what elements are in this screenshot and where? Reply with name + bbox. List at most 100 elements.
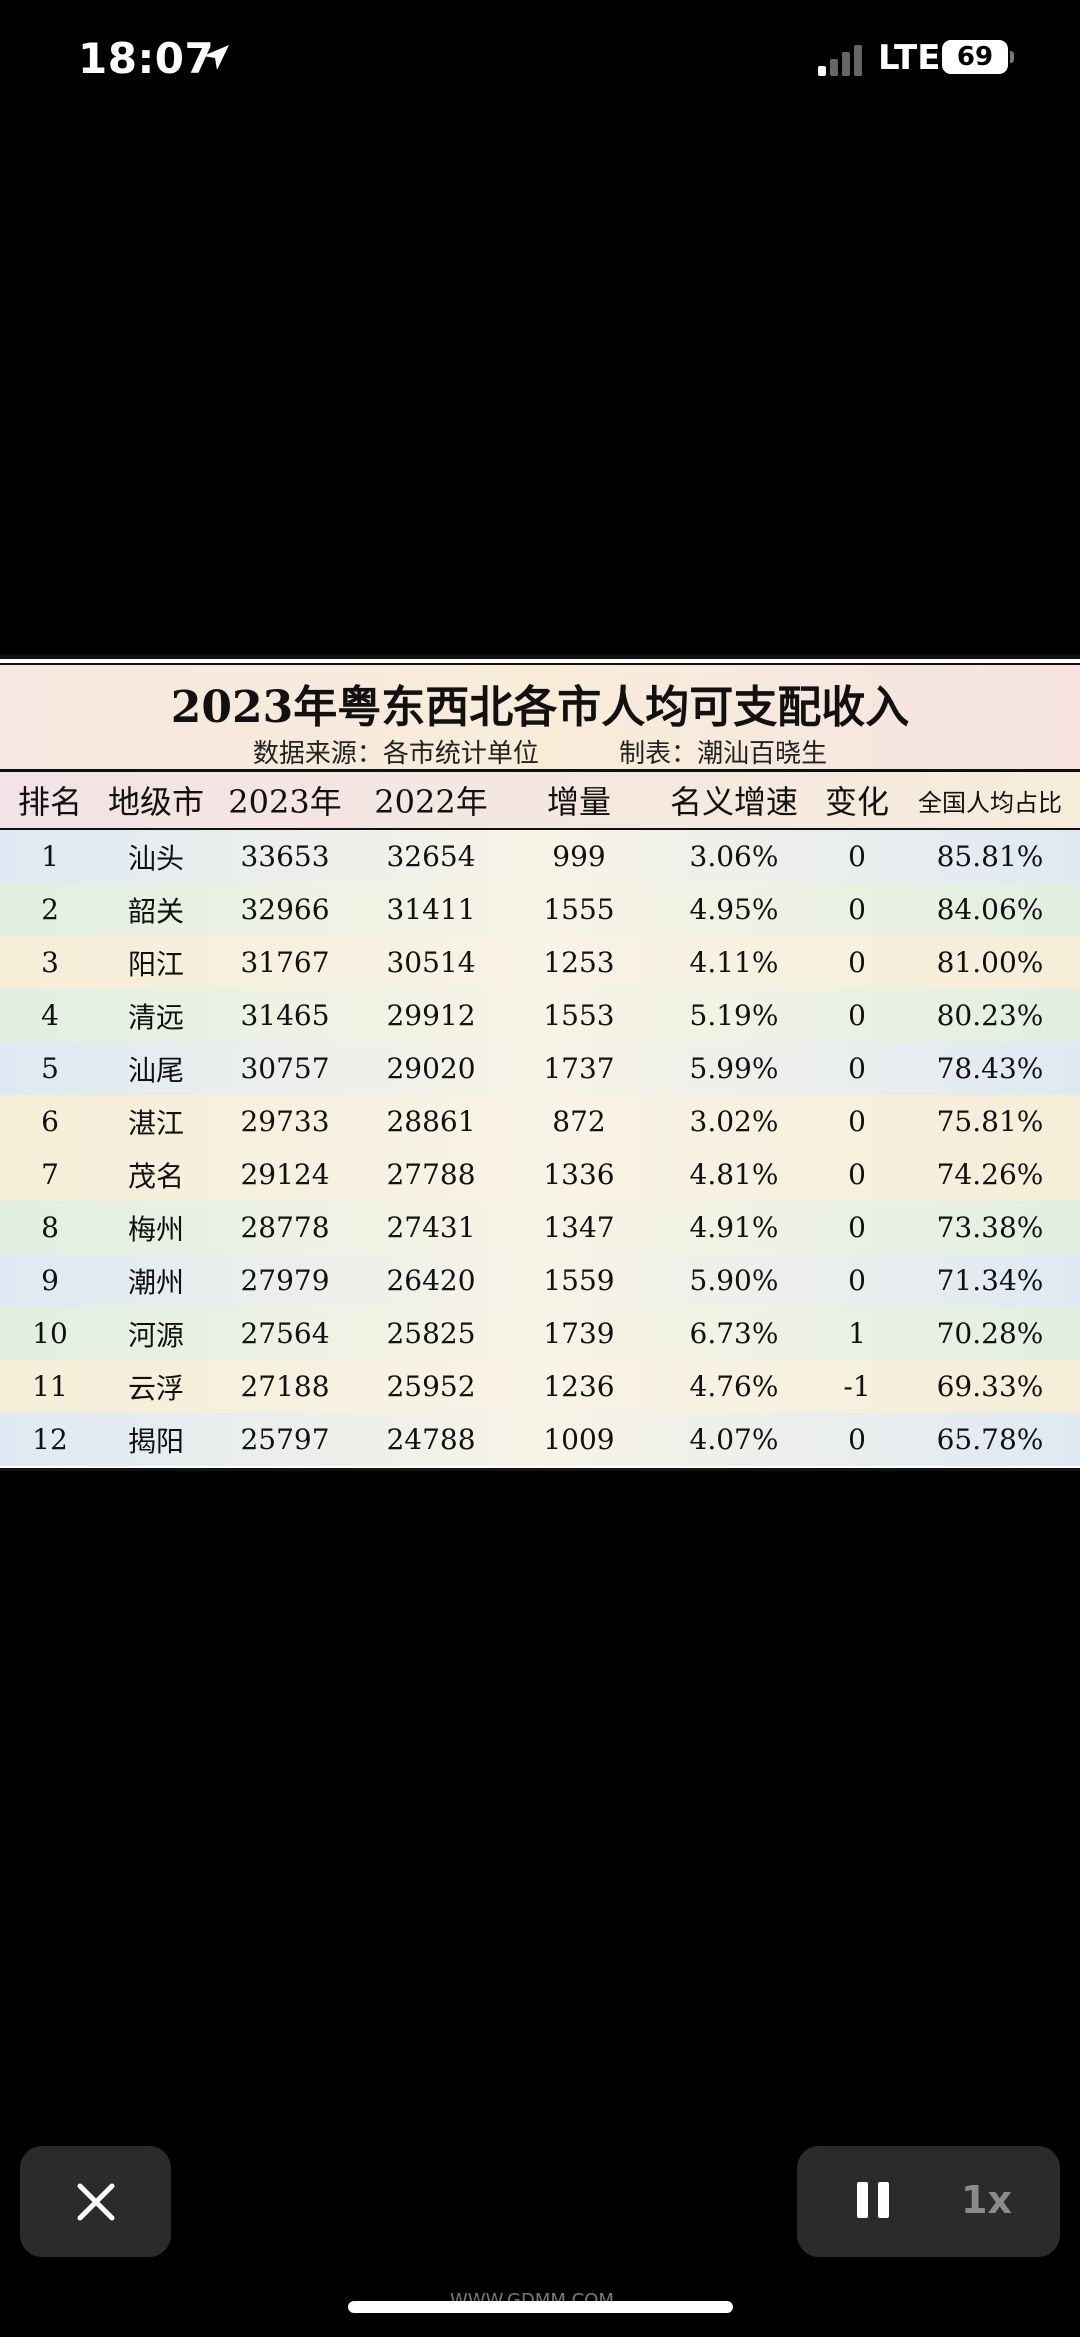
cell-increase: 1009	[543, 1423, 615, 1456]
cell-change: 0	[848, 1105, 866, 1138]
cell-change: 0	[848, 1158, 866, 1191]
table-row: 10 河源 27564 25825 1739 6.73% 1 70.28%	[0, 1307, 1080, 1360]
cell-rank: 8	[41, 1211, 59, 1244]
cell-2023: 27979	[240, 1264, 330, 1297]
header-rank: 排名	[17, 783, 82, 821]
cell-rank: 4	[41, 999, 59, 1032]
cell-increase: 1253	[543, 946, 615, 979]
table-row: 3 阳江 31767 30514 1253 4.11% 0 81.00%	[0, 936, 1080, 989]
table-header-row: 排名 地级市 2023年 2022年 增量 名义增速 变化 全国人均占比	[0, 772, 1080, 830]
table-row: 4 清远 31465 29912 1553 5.19% 0 80.23%	[0, 989, 1080, 1042]
cell-growth: 4.95%	[689, 893, 779, 926]
cell-increase: 1236	[543, 1370, 615, 1403]
cell-rank: 3	[41, 946, 59, 979]
header-city: 地级市	[107, 783, 204, 821]
cell-2023: 28778	[240, 1211, 330, 1244]
cell-national-ratio: 84.06%	[936, 893, 1044, 926]
table-title-area: 2023年粤东西北各市人均可支配收入 数据来源：各市统计单位 制表：潮汕百晓生	[0, 665, 1080, 769]
cell-change: 0	[848, 1211, 866, 1244]
income-table: 排名 地级市 2023年 2022年 增量 名义增速 变化 全国人均占比 1 汕头…	[0, 772, 1080, 1466]
cell-change: 0	[848, 946, 866, 979]
cell-city: 汕头	[127, 841, 184, 875]
data-source: 数据来源：各市统计单位	[252, 739, 539, 769]
cell-national-ratio: 85.81%	[936, 840, 1044, 873]
cell-national-ratio: 73.38%	[936, 1211, 1044, 1244]
cell-city: 云浮	[127, 1371, 184, 1405]
cell-rank: 12	[32, 1423, 68, 1456]
cell-2022: 25825	[386, 1317, 476, 1350]
cell-2023: 31767	[240, 946, 330, 979]
cell-growth: 4.11%	[689, 946, 779, 979]
cell-national-ratio: 70.28%	[936, 1317, 1044, 1350]
cell-city: 湛江	[127, 1106, 184, 1140]
cell-increase: 1559	[543, 1264, 615, 1297]
pause-icon[interactable]	[853, 2180, 893, 2220]
cell-growth: 4.81%	[689, 1158, 779, 1191]
cell-city: 潮州	[127, 1265, 184, 1299]
table-body: 1 汕头 33653 32654 999 3.06% 0 85.81% 2 韶关 32966 3141…	[0, 830, 1080, 1466]
cell-growth: 4.07%	[689, 1423, 779, 1456]
cell-city: 梅州	[127, 1212, 184, 1246]
cell-change: 0	[848, 999, 866, 1032]
cell-2023: 29124	[240, 1158, 330, 1191]
cell-city: 清远	[127, 1000, 184, 1034]
cell-rank: 11	[32, 1370, 68, 1403]
table-row: 11 云浮 27188 25952 1236 4.76% -1 69.33%	[0, 1360, 1080, 1413]
playback-speed-button[interactable]: 1x	[961, 2178, 1012, 2222]
cell-increase: 1555	[543, 893, 615, 926]
cell-growth: 5.90%	[689, 1264, 779, 1297]
table-row: 8 梅州 28778 27431 1347 4.91% 0 73.38%	[0, 1201, 1080, 1254]
cell-2023: 32966	[240, 893, 330, 926]
table-bottom-rule	[0, 1468, 1080, 1471]
cell-growth: 4.91%	[689, 1211, 779, 1244]
header-growth: 名义增速	[669, 783, 798, 821]
cell-increase: 999	[552, 840, 606, 873]
cell-national-ratio: 69.33%	[936, 1370, 1044, 1403]
cell-rank: 5	[41, 1052, 59, 1085]
cell-rank: 2	[41, 893, 59, 926]
close-button[interactable]	[20, 2146, 171, 2257]
cell-city: 河源	[127, 1318, 184, 1352]
cell-national-ratio: 75.81%	[936, 1105, 1044, 1138]
header-rule	[0, 769, 1080, 772]
cell-increase: 1739	[543, 1317, 615, 1350]
cell-city: 阳江	[127, 947, 184, 981]
cell-national-ratio: 71.34%	[936, 1264, 1044, 1297]
status-time: 18:07	[78, 34, 215, 83]
cell-2022: 24788	[386, 1423, 476, 1456]
location-arrow-icon	[203, 45, 229, 70]
cell-2023: 27564	[240, 1317, 330, 1350]
cell-growth: 5.99%	[689, 1052, 779, 1085]
cell-2022: 27431	[386, 1211, 476, 1244]
cell-increase: 872	[552, 1105, 606, 1138]
table-row: 1 汕头 33653 32654 999 3.06% 0 85.81%	[0, 830, 1080, 883]
cell-2022: 26420	[386, 1264, 476, 1297]
cell-rank: 1	[41, 840, 59, 873]
cell-change: 0	[848, 1052, 866, 1085]
cell-2022: 32654	[386, 840, 476, 873]
cell-growth: 3.06%	[689, 840, 779, 873]
cell-2022: 28861	[386, 1105, 476, 1138]
cell-2022: 29020	[386, 1052, 476, 1085]
photo-viewer-image: 2023年粤东西北各市人均可支配收入 数据来源：各市统计单位 制表：潮汕百晓生 …	[0, 655, 1080, 1471]
cell-change: -1	[843, 1370, 871, 1403]
cell-national-ratio: 65.78%	[936, 1423, 1044, 1456]
header-increase: 增量	[546, 783, 611, 821]
table-row: 6 湛江 29733 28861 872 3.02% 0 75.81%	[0, 1095, 1080, 1148]
table-title: 2023年粤东西北各市人均可支配收入	[170, 682, 910, 733]
cell-2022: 27788	[386, 1158, 476, 1191]
cell-change: 0	[848, 1423, 866, 1456]
cell-increase: 1336	[543, 1158, 615, 1191]
network-type: LTE	[878, 38, 941, 78]
table-subtitle: 数据来源：各市统计单位 制表：潮汕百晓生	[0, 733, 1080, 770]
cell-increase: 1553	[543, 999, 615, 1032]
home-indicator[interactable]	[348, 2301, 733, 2313]
table-row: 2 韶关 32966 31411 1555 4.95% 0 84.06%	[0, 883, 1080, 936]
table-row: 5 汕尾 30757 29020 1737 5.99% 0 78.43%	[0, 1042, 1080, 1095]
cell-city: 茂名	[127, 1159, 184, 1193]
signal-strength-icon	[818, 45, 862, 76]
status-bar: 18:07 LTE 69	[0, 0, 1080, 120]
cell-rank: 7	[41, 1158, 59, 1191]
table-row: 9 潮州 27979 26420 1559 5.90% 0 71.34%	[0, 1254, 1080, 1307]
header-national-ratio: 全国人均占比	[918, 788, 1062, 817]
